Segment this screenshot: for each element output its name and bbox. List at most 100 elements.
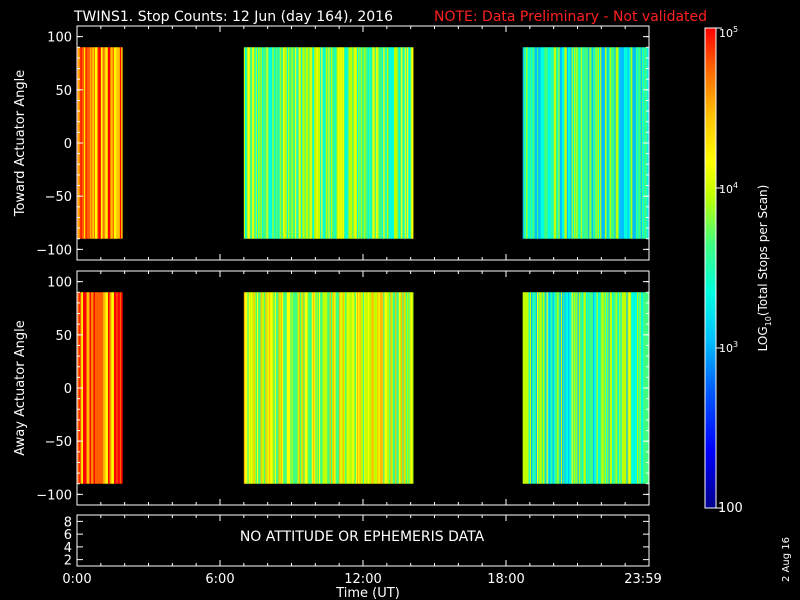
heatmap-cell <box>536 292 539 484</box>
colorbar-tick-top: 105 <box>719 25 738 40</box>
heatmap-cell <box>556 292 558 484</box>
heatmap-cell <box>329 292 332 484</box>
heatmap-cell <box>88 47 91 239</box>
heatmap-cell <box>110 47 112 239</box>
heatmap-cell <box>347 47 350 239</box>
heatmap-cell <box>407 47 409 239</box>
heatmap-cell <box>626 292 628 484</box>
heatmap-cell <box>343 47 346 239</box>
colorbar-label: LOG10(Total Stops per Scan) <box>756 185 773 352</box>
heatmap-cell <box>571 292 574 484</box>
heatmap-cell <box>554 292 557 484</box>
heatmap-cell <box>349 292 352 484</box>
heatmap-cell <box>292 292 295 484</box>
heatmap-cell <box>352 292 354 484</box>
heatmap-cell <box>397 47 400 239</box>
heatmap-cell <box>278 292 280 484</box>
heatmap-cell <box>82 47 85 239</box>
heatmap-cell <box>309 292 311 484</box>
heatmap-cell <box>301 47 303 239</box>
y-tick-label: 100 <box>47 276 72 291</box>
heatmap-cell <box>622 47 625 239</box>
heatmap-cell <box>361 47 364 239</box>
panel-away-yticks: 100 50 0 −50 −100 <box>36 276 649 503</box>
heatmap-cell <box>602 47 605 239</box>
heatmap-cell <box>638 47 640 239</box>
heatmap-cell <box>326 292 328 484</box>
chart-title: TWINS1. Stop Counts: 12 Jun (day 164), 2… <box>73 9 393 25</box>
heatmap-cell <box>340 292 342 484</box>
x-tick-label: 23:59 <box>624 572 661 587</box>
heatmap-cell <box>542 292 545 484</box>
heatmap-cell <box>285 292 288 484</box>
heatmap-cell <box>595 47 597 239</box>
heatmap-cell <box>533 47 535 239</box>
heatmap-cell <box>583 47 586 239</box>
heatmap-cell <box>286 47 289 239</box>
heatmap-cell <box>304 47 307 239</box>
heatmap-cell <box>104 47 106 239</box>
heatmap-cell <box>266 47 269 239</box>
heatmap-cell <box>86 292 89 484</box>
heatmap-cell <box>371 47 373 239</box>
heatmap-cell <box>560 292 563 484</box>
heatmap-cell <box>629 47 632 239</box>
heatmap-cell <box>327 47 329 239</box>
heatmap-cell <box>604 47 607 239</box>
heatmap-cell <box>327 292 329 484</box>
heatmap-cell <box>283 47 285 239</box>
heatmap-cell <box>398 292 401 484</box>
heatmap-cell <box>558 47 561 239</box>
heatmap-cell <box>540 47 543 239</box>
heatmap-cell <box>303 292 306 484</box>
heatmap-cell <box>354 47 357 239</box>
heatmap-cell <box>299 47 302 239</box>
heatmap-cell <box>525 47 527 239</box>
heatmap-cell <box>322 292 325 484</box>
heatmap-cell <box>107 47 110 239</box>
heatmap-cell <box>399 47 402 239</box>
heatmap-cell <box>349 47 352 239</box>
heatmap-cell <box>634 292 637 484</box>
heatmap-cell <box>386 292 389 484</box>
heatmap-cell <box>348 292 351 484</box>
heatmap-cell <box>286 292 289 484</box>
heatmap-cell <box>374 292 377 484</box>
heatmap-cell <box>384 47 387 239</box>
heatmap-cell <box>632 47 634 239</box>
heatmap-cell <box>118 292 121 484</box>
date-stamp: 2 Aug 16 <box>781 537 792 582</box>
heatmap-cell <box>256 292 259 484</box>
heatmap-cell <box>572 292 575 484</box>
heatmap-cell <box>619 47 621 239</box>
colorbar: 105 104 103 100 LOG10(Total Stops per Sc… <box>704 25 773 516</box>
heatmap-cell <box>620 47 622 239</box>
heatmap-cell <box>535 292 538 484</box>
heatmap-cell <box>299 292 302 484</box>
heatmap-cell <box>118 47 121 239</box>
heatmap-cell <box>335 47 338 239</box>
heatmap-cell <box>305 292 308 484</box>
heatmap-cell <box>103 292 105 484</box>
heatmap-cell <box>382 47 384 239</box>
heatmap-cell <box>559 47 562 239</box>
heatmap-cell <box>373 292 376 484</box>
heatmap-cell <box>88 292 91 484</box>
heatmap-cell <box>596 47 599 239</box>
heatmap-cell <box>340 47 342 239</box>
heatmap-cell <box>391 47 394 239</box>
heatmap-cell <box>404 47 407 239</box>
x-tick-label: 18:00 <box>487 572 524 587</box>
heatmap-cell <box>328 292 331 484</box>
heatmap-cell <box>396 292 398 484</box>
heatmap-cell <box>361 292 364 484</box>
heatmap-cell <box>336 47 339 239</box>
heatmap-cell <box>618 292 620 484</box>
heatmap-cell <box>249 47 252 239</box>
heatmap-cell <box>308 47 310 239</box>
heatmap-cell <box>552 292 555 484</box>
heatmap-cell <box>589 292 592 484</box>
heatmap-cell <box>639 47 642 239</box>
heatmap-cell <box>582 292 584 484</box>
colorbar-tick-low: 103 <box>719 340 738 355</box>
